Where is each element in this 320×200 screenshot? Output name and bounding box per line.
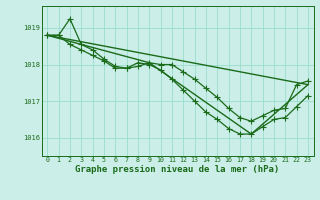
X-axis label: Graphe pression niveau de la mer (hPa): Graphe pression niveau de la mer (hPa)	[76, 165, 280, 174]
